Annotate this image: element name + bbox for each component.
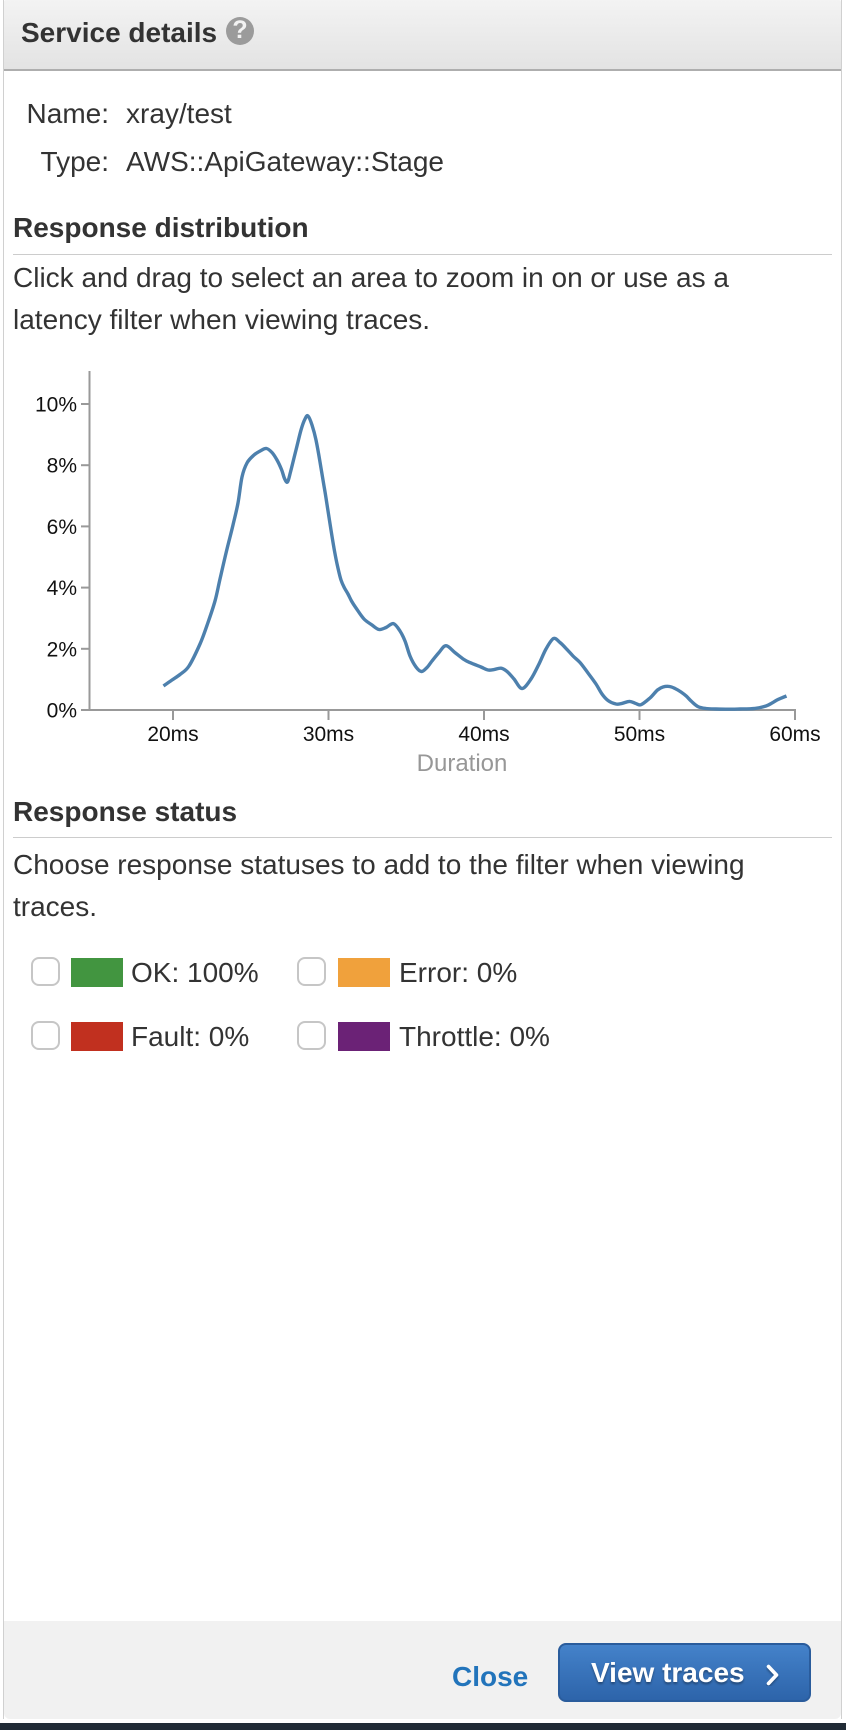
svg-text:60ms: 60ms — [769, 723, 820, 746]
svg-text:50ms: 50ms — [614, 723, 665, 746]
svg-text:40ms: 40ms — [458, 723, 509, 746]
svg-text:20ms: 20ms — [147, 723, 198, 746]
svg-text:8%: 8% — [47, 455, 77, 478]
svg-text:30ms: 30ms — [303, 723, 354, 746]
svg-text:10%: 10% — [35, 394, 77, 417]
svg-text:0%: 0% — [47, 700, 77, 723]
svg-text:Duration: Duration — [417, 750, 508, 777]
svg-text:6%: 6% — [47, 516, 77, 539]
svg-text:4%: 4% — [47, 577, 77, 600]
svg-text:2%: 2% — [47, 638, 77, 661]
